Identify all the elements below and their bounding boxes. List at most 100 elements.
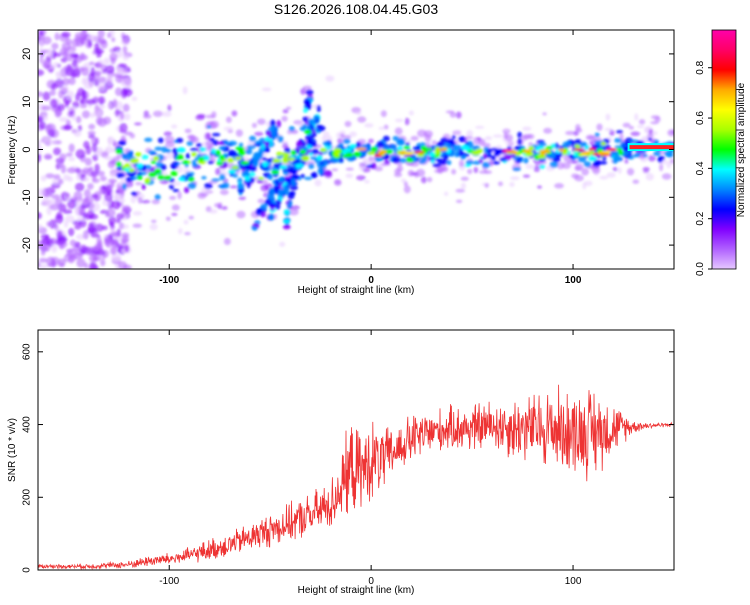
- spectrogram-blob: [92, 154, 99, 162]
- spectrogram-y-tick-label: 20: [21, 48, 33, 60]
- spectrogram-blob: [98, 104, 106, 109]
- spectrogram-blob: [208, 209, 218, 214]
- spectrogram-blob: [634, 113, 639, 121]
- spectrogram-blob: [257, 198, 265, 204]
- spectrogram-blob: [584, 145, 590, 150]
- spectrogram-blob: [504, 128, 510, 132]
- spectrogram-blob: [42, 91, 51, 101]
- spectrogram-blob: [251, 156, 257, 161]
- spectrogram-blob: [609, 129, 615, 137]
- spectrogram-blob: [658, 155, 666, 161]
- spectrogram-blob: [368, 156, 374, 163]
- spectrogram-blob: [562, 141, 572, 148]
- spectrogram-blob: [76, 258, 86, 268]
- spectrogram-blob: [571, 159, 579, 164]
- spectrogram-blob: [96, 50, 102, 59]
- spectrogram-blob: [405, 142, 410, 146]
- spectrogram-blob: [223, 237, 231, 246]
- spectrogram-blob: [217, 141, 225, 145]
- spectrogram-blob: [74, 35, 82, 42]
- spectrogram-blob: [574, 174, 584, 182]
- spectrogram-blob: [252, 226, 257, 231]
- spectrogram-blob: [210, 148, 216, 154]
- spectrogram-blob: [467, 168, 473, 175]
- spectrogram-blob: [628, 125, 635, 130]
- spectrogram-blob: [542, 112, 547, 116]
- spectrogram-blob: [198, 157, 205, 162]
- spectrogram-blob: [71, 112, 76, 121]
- spectrogram-blob: [486, 148, 493, 154]
- spectrogram-blob: [235, 129, 243, 137]
- spectrogram-blobs: [38, 30, 674, 269]
- spectrogram-blob: [75, 234, 86, 240]
- spectrogram-blob: [63, 220, 69, 228]
- spectrogram-blob: [172, 147, 179, 155]
- spectrogram-blob: [245, 148, 253, 155]
- spectrogram-blob: [168, 184, 175, 190]
- spectrogram-blob: [51, 42, 59, 50]
- spectrogram-blob: [277, 177, 284, 183]
- spectrogram-blob: [229, 185, 239, 189]
- spectrogram-blob: [539, 164, 546, 169]
- spectrogram-blob: [63, 65, 73, 71]
- spectrogram-blob: [227, 157, 235, 163]
- spectrogram-blob: [647, 155, 656, 162]
- spectrogram-blob: [83, 196, 94, 205]
- spectrogram-blob: [54, 107, 62, 118]
- spectrogram-blob: [279, 241, 286, 247]
- colorbar-ticks: 0.0 0.2 0.4 0.6 0.8: [695, 60, 712, 276]
- spectrogram-blob: [63, 209, 73, 215]
- spectrogram-blob: [606, 172, 616, 178]
- spectrogram-blob: [216, 160, 224, 166]
- spectrogram-blob: [262, 156, 267, 161]
- spectrogram-blob: [72, 220, 83, 226]
- spectrogram-blob: [234, 156, 242, 160]
- spectrogram-strong-band: [629, 145, 674, 150]
- spectrogram-blob: [286, 167, 295, 173]
- spectrogram-blob: [334, 179, 342, 187]
- spectrogram-blob: [345, 173, 354, 179]
- spectrogram-blob: [336, 138, 342, 144]
- spectrogram-blob: [296, 122, 304, 127]
- spectrogram-blob: [599, 175, 609, 180]
- spectrogram-blob: [88, 123, 96, 130]
- spectrogram-blob: [370, 146, 378, 152]
- spectrogram-blob: [104, 238, 111, 246]
- spectrogram-blob: [454, 150, 460, 158]
- colorbar-tick-label: 0.4: [695, 161, 706, 175]
- spectrogram-blob: [219, 173, 226, 181]
- spectrogram-blob: [118, 128, 127, 134]
- spectrogram-blob: [274, 203, 281, 210]
- spectrogram-blob: [455, 111, 462, 119]
- spectrogram-blob: [114, 195, 124, 201]
- spectrogram-blob: [293, 159, 300, 164]
- spectrogram-blob: [577, 157, 587, 163]
- spectrogram-blob: [57, 258, 66, 267]
- spectrogram-blob: [268, 213, 275, 221]
- spectrogram-x-ticks: -100 0 100: [159, 30, 582, 286]
- spectrogram-blob: [455, 188, 466, 193]
- spectrogram-blob: [97, 30, 105, 38]
- spectrogram-blob: [43, 136, 53, 144]
- spectrogram-blob: [116, 243, 122, 254]
- spectrogram-blob: [522, 174, 531, 178]
- spectrogram-blob: [243, 169, 250, 176]
- spectrogram-blob: [171, 165, 177, 170]
- spectrogram-blob: [565, 130, 576, 136]
- spectrogram-blob: [661, 173, 672, 180]
- snr-frame: [37, 329, 675, 571]
- spectrogram-blob: [269, 119, 276, 128]
- spectrogram-blob: [600, 141, 606, 146]
- spectrogram-blob: [56, 211, 63, 220]
- spectrogram-blob: [537, 142, 547, 147]
- spectrogram-blob: [304, 129, 312, 135]
- spectrogram-blob: [123, 113, 131, 121]
- spectrogram-blob: [65, 38, 72, 45]
- spectrogram-blob: [55, 163, 61, 170]
- spectrogram-blob: [199, 147, 207, 152]
- spectrogram-blob: [257, 118, 266, 125]
- spectrogram-blob: [122, 164, 131, 168]
- spectrogram-blob: [314, 179, 322, 187]
- spectrogram-blob: [537, 185, 542, 189]
- spectrogram-blob: [394, 168, 402, 175]
